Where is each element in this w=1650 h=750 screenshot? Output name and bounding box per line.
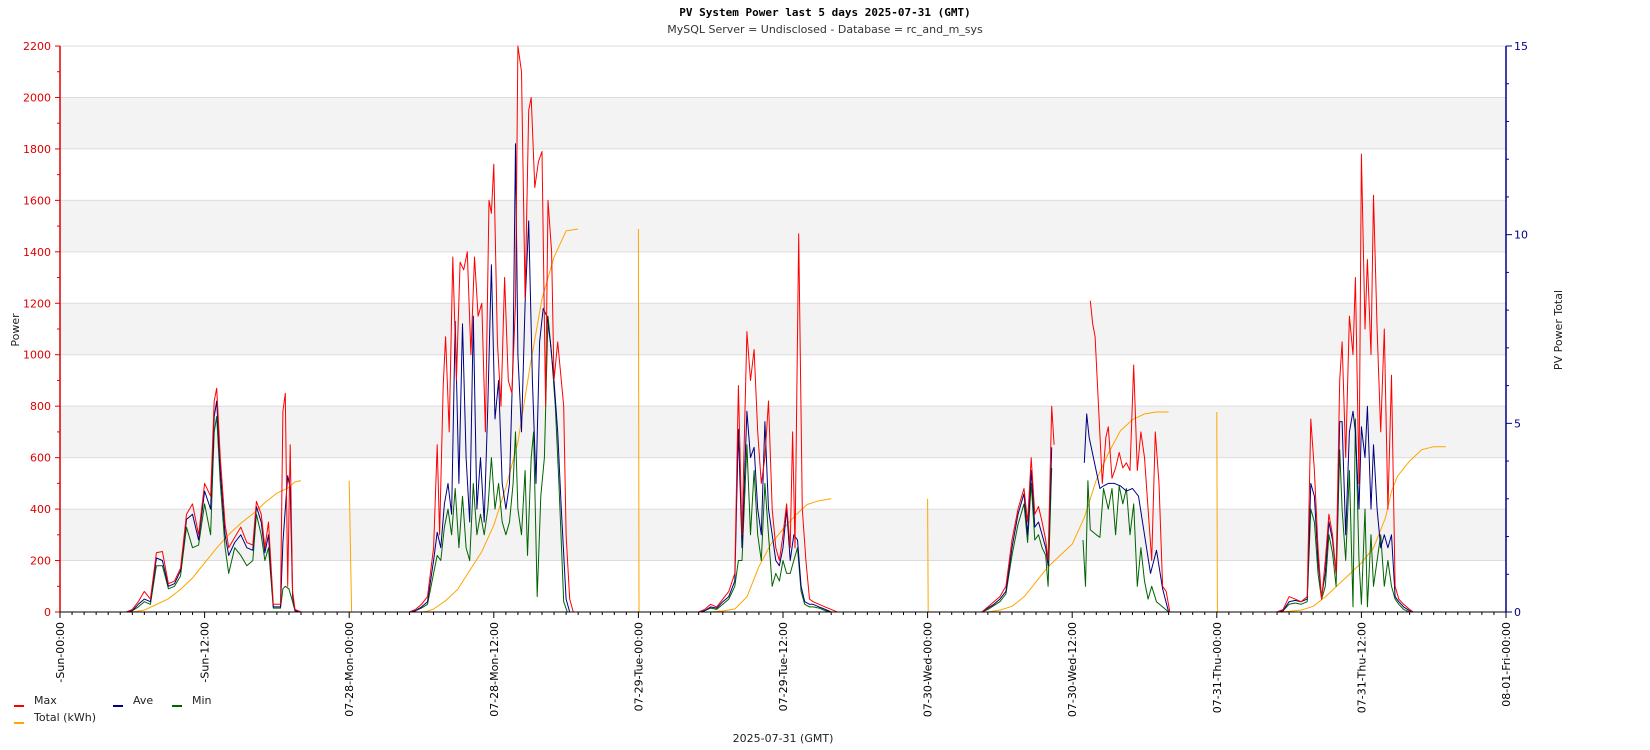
x-axis-label: 2025-07-31 (GMT)	[733, 732, 834, 745]
y-left-tick-label: 1800	[23, 143, 51, 156]
x-tick-label: 07-29-Tue-00:00	[632, 622, 645, 711]
grid-band	[60, 97, 1506, 149]
y-right-tick-label: 0	[1514, 606, 1521, 619]
background-bands	[60, 97, 1506, 561]
y-left-tick-label: 2000	[23, 91, 51, 104]
y-left-tick-label: 800	[30, 400, 51, 413]
x-tick-label: 07-31-Thu-12:00	[1355, 622, 1368, 713]
x-tick-label: -Sun-00:00	[54, 622, 67, 683]
y-left-tick-label: 1000	[23, 349, 51, 362]
chart-subtitle: MySQL Server = Undisclosed - Database = …	[667, 23, 983, 36]
x-tick-label: 07-28-Mon-12:00	[488, 622, 501, 717]
x-tick-label: 07-30-Wed-00:00	[922, 622, 935, 717]
x-tick-label: 08-01-Fri-00:00	[1500, 622, 1513, 707]
y-left-tick-label: 1600	[23, 194, 51, 207]
chart-title: PV System Power last 5 days 2025-07-31 (…	[679, 6, 970, 19]
y-left-tick-label: 400	[30, 503, 51, 516]
y-axis-right-label: PV Power Total	[1552, 290, 1565, 370]
y-axis-left-label: Power	[9, 313, 22, 347]
series-line-ave	[126, 143, 1414, 613]
grid-band	[60, 200, 1506, 252]
x-axis-ticks: -Sun-00:00 -Sun-12:00 07-28-Mon-00:00 07-28…	[54, 612, 1513, 717]
grid-band	[60, 303, 1506, 355]
y-right-tick-label: 10	[1514, 229, 1528, 242]
y-left-tick-label: 200	[30, 555, 51, 568]
series-line-max	[126, 45, 1414, 613]
y-right-tick-label: 15	[1514, 40, 1528, 53]
y-left-tick-label: 1200	[23, 297, 51, 310]
gridlines	[60, 45, 1506, 562]
x-tick-label: 07-28-Mon-00:00	[343, 622, 356, 717]
x-tick-label: -Sun-12:00	[199, 622, 212, 683]
legend: Max Ave Min Total (kWh)	[14, 694, 212, 724]
legend-label: Total (kWh)	[33, 711, 96, 724]
left-axis-ticks: 0 200 400 600 800 1000 1200 1400 1600 1800 2000 220…	[23, 40, 60, 619]
grid-band	[60, 406, 1506, 458]
y-left-tick-label: 2200	[23, 40, 51, 53]
y-left-tick-label: 1400	[23, 246, 51, 259]
series-layer	[126, 45, 1446, 613]
legend-label: Min	[192, 694, 212, 707]
right-axis-ticks: 0 5 10 15	[1506, 40, 1528, 619]
series-line-total-kwh	[132, 228, 1446, 613]
x-tick-label: 07-30-Wed-12:00	[1066, 622, 1079, 717]
series-line-min	[126, 315, 1410, 613]
y-left-tick-label: 600	[30, 452, 51, 465]
y-left-tick-label: 0	[44, 606, 51, 619]
y-right-tick-label: 5	[1514, 417, 1521, 430]
legend-label: Ave	[133, 694, 153, 707]
x-tick-label: 07-29-Tue-12:00	[777, 622, 790, 711]
x-tick-label: 07-31-Thu-00:00	[1211, 622, 1224, 713]
legend-label: Max	[34, 694, 57, 707]
